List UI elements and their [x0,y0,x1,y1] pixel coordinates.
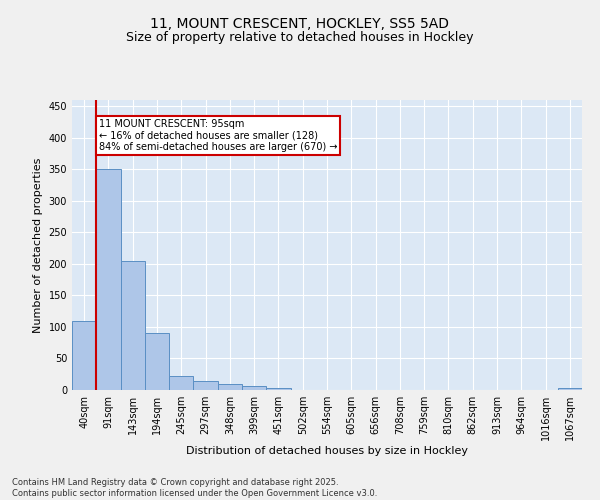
Text: Size of property relative to detached houses in Hockley: Size of property relative to detached ho… [126,31,474,44]
Bar [558,388,582,390]
Bar [145,334,169,390]
X-axis label: Distribution of detached houses by size in Hockley: Distribution of detached houses by size … [186,446,468,456]
Y-axis label: Number of detached properties: Number of detached properties [33,158,43,332]
Text: 11, MOUNT CRESCENT, HOCKLEY, SS5 5AD: 11, MOUNT CRESCENT, HOCKLEY, SS5 5AD [151,18,449,32]
Bar [169,376,193,390]
Bar [193,381,218,390]
Bar [266,388,290,390]
Text: Contains HM Land Registry data © Crown copyright and database right 2025.
Contai: Contains HM Land Registry data © Crown c… [12,478,377,498]
Bar [242,386,266,390]
Bar [96,170,121,390]
Text: 11 MOUNT CRESCENT: 95sqm
← 16% of detached houses are smaller (128)
84% of semi-: 11 MOUNT CRESCENT: 95sqm ← 16% of detach… [99,119,337,152]
Bar [72,320,96,390]
Bar [121,262,145,390]
Bar [218,384,242,390]
